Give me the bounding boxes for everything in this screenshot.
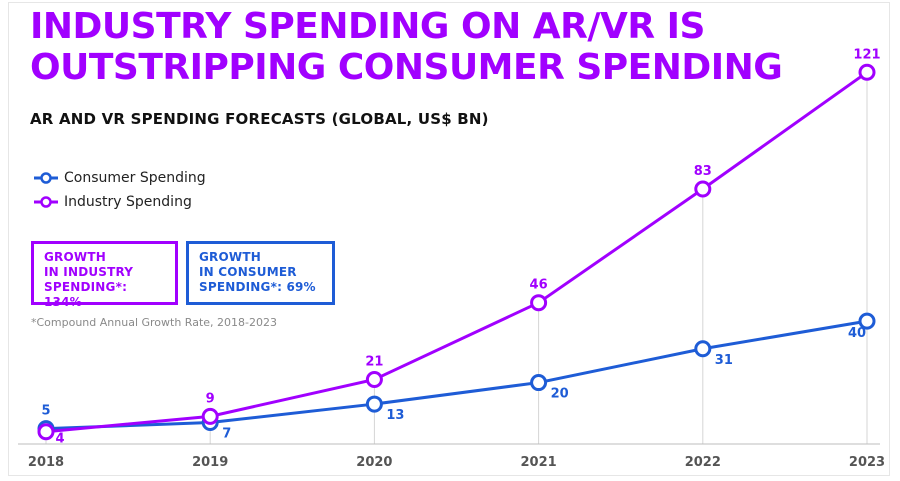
industry-value-label-2023: 121 (853, 47, 880, 62)
chart-subtitle: AR AND VR SPENDING FORECASTS (GLOBAL, US… (30, 110, 489, 128)
consumer-value-label-2019: 7 (222, 426, 231, 441)
x-tick-label-2019: 2019 (192, 455, 228, 470)
industry-value-label-2021: 46 (530, 278, 548, 293)
industry-growth-line-1: GROWTH (44, 250, 106, 264)
consumer-value-label-2018: 5 (41, 404, 50, 419)
chart-frame (8, 2, 890, 476)
x-tick-label-2022: 2022 (685, 455, 721, 470)
industry-point-2021 (530, 294, 548, 312)
legend-label-consumer: Consumer Spending (64, 170, 206, 186)
title-line-2: OUTSTRIPPING CONSUMER SPENDING (30, 47, 783, 88)
consumer-point-2020 (365, 395, 383, 413)
industry-value-label-2018: 4 (55, 432, 64, 447)
x-tick-label-2020: 2020 (356, 455, 392, 470)
consumer-point-2022 (694, 340, 712, 358)
consumer-legend-marker-icon (34, 172, 58, 184)
industry-growth-line-2: IN INDUSTRY (44, 265, 134, 279)
industry-growth-box: GROWTH IN INDUSTRY SPENDING*: 134% (31, 241, 178, 309)
title-line-1: INDUSTRY SPENDING ON AR/VR IS (30, 6, 705, 47)
consumer-value-label-2020: 13 (386, 408, 404, 423)
industry-series-line (45, 71, 868, 434)
industry-value-label-2019: 9 (206, 391, 215, 406)
page-title: INDUSTRY SPENDING ON AR/VR IS OUTSTRIPPI… (30, 6, 783, 88)
consumer-value-label-2021: 20 (551, 387, 569, 402)
industry-point-2022 (694, 180, 712, 198)
consumer-series-line (45, 319, 868, 431)
consumer-growth-line-3: SPENDING*: 69% (199, 280, 316, 294)
consumer-value-label-2022: 31 (715, 353, 733, 368)
consumer-point-2023 (858, 312, 876, 330)
industry-point-2023 (858, 63, 876, 81)
chart-legend: Consumer Spending Industry Spending (34, 166, 206, 214)
footnote: *Compound Annual Growth Rate, 2018-2023 (31, 316, 277, 329)
industry-legend-marker-icon (34, 196, 58, 208)
industry-value-label-2020: 21 (365, 354, 383, 369)
industry-point-2020 (365, 370, 383, 388)
x-tick-label-2021: 2021 (521, 455, 557, 470)
legend-item-consumer: Consumer Spending (34, 166, 206, 190)
legend-item-industry: Industry Spending (34, 190, 206, 214)
consumer-growth-box: GROWTH IN CONSUMER SPENDING*: 69% (186, 241, 335, 305)
industry-value-label-2022: 83 (694, 164, 712, 179)
industry-growth-line-3: SPENDING*: 134% (44, 280, 128, 309)
x-tick-label-2023: 2023 (849, 455, 885, 470)
x-tick-label-2018: 2018 (28, 455, 64, 470)
industry-point-2019 (201, 407, 219, 425)
consumer-value-label-2023: 40 (848, 326, 866, 341)
consumer-growth-line-1: GROWTH (199, 250, 261, 264)
industry-point-2018 (37, 423, 55, 441)
consumer-growth-line-2: IN CONSUMER (199, 265, 297, 279)
consumer-point-2021 (530, 374, 548, 392)
legend-label-industry: Industry Spending (64, 194, 192, 210)
